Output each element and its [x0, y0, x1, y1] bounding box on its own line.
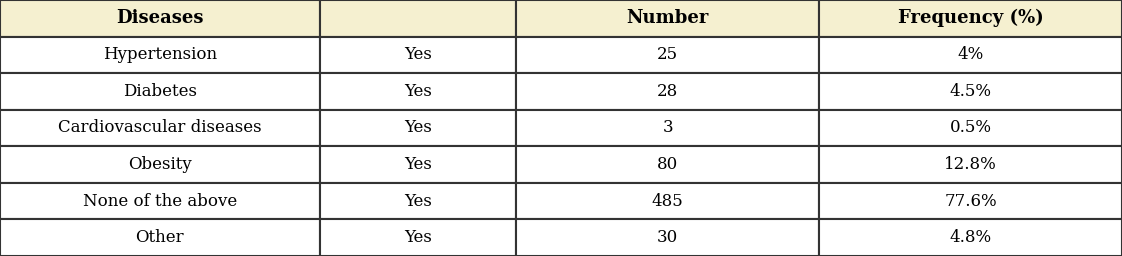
Text: Frequency (%): Frequency (%): [898, 9, 1043, 27]
Text: 30: 30: [657, 229, 678, 246]
Bar: [0, 37, 320, 73]
Text: None of the above: None of the above: [83, 193, 237, 210]
Text: Hypertension: Hypertension: [103, 46, 217, 63]
Text: Yes: Yes: [404, 156, 432, 173]
Text: Obesity: Obesity: [128, 156, 192, 173]
Bar: [0, 0, 320, 37]
Bar: [0, 110, 320, 146]
Bar: [516, 73, 819, 110]
Bar: [0, 73, 320, 110]
Text: 4%: 4%: [957, 46, 984, 63]
Text: Yes: Yes: [404, 83, 432, 100]
Text: Yes: Yes: [404, 120, 432, 136]
Text: Yes: Yes: [404, 193, 432, 210]
Bar: [320, 110, 516, 146]
Bar: [320, 219, 516, 256]
Bar: [516, 219, 819, 256]
Bar: [516, 110, 819, 146]
Bar: [819, 219, 1122, 256]
Text: Number: Number: [626, 9, 709, 27]
Bar: [320, 0, 516, 37]
Bar: [819, 110, 1122, 146]
Bar: [320, 183, 516, 219]
Bar: [819, 146, 1122, 183]
Text: 28: 28: [657, 83, 678, 100]
Bar: [320, 73, 516, 110]
Text: Diseases: Diseases: [117, 9, 203, 27]
Text: Yes: Yes: [404, 46, 432, 63]
Bar: [819, 183, 1122, 219]
Text: 12.8%: 12.8%: [944, 156, 997, 173]
Bar: [516, 183, 819, 219]
Text: 3: 3: [662, 120, 673, 136]
Text: 77.6%: 77.6%: [945, 193, 996, 210]
Text: 0.5%: 0.5%: [949, 120, 992, 136]
Bar: [0, 183, 320, 219]
Text: Diabetes: Diabetes: [123, 83, 196, 100]
Text: 80: 80: [657, 156, 678, 173]
Bar: [516, 0, 819, 37]
Bar: [819, 37, 1122, 73]
Bar: [320, 146, 516, 183]
Text: Other: Other: [136, 229, 184, 246]
Text: 4.8%: 4.8%: [949, 229, 992, 246]
Bar: [516, 146, 819, 183]
Bar: [516, 37, 819, 73]
Bar: [819, 73, 1122, 110]
Text: 485: 485: [652, 193, 683, 210]
Bar: [320, 37, 516, 73]
Bar: [0, 219, 320, 256]
Text: Cardiovascular diseases: Cardiovascular diseases: [58, 120, 261, 136]
Bar: [819, 0, 1122, 37]
Text: Yes: Yes: [404, 229, 432, 246]
Bar: [0, 146, 320, 183]
Text: 4.5%: 4.5%: [949, 83, 992, 100]
Text: 25: 25: [657, 46, 678, 63]
